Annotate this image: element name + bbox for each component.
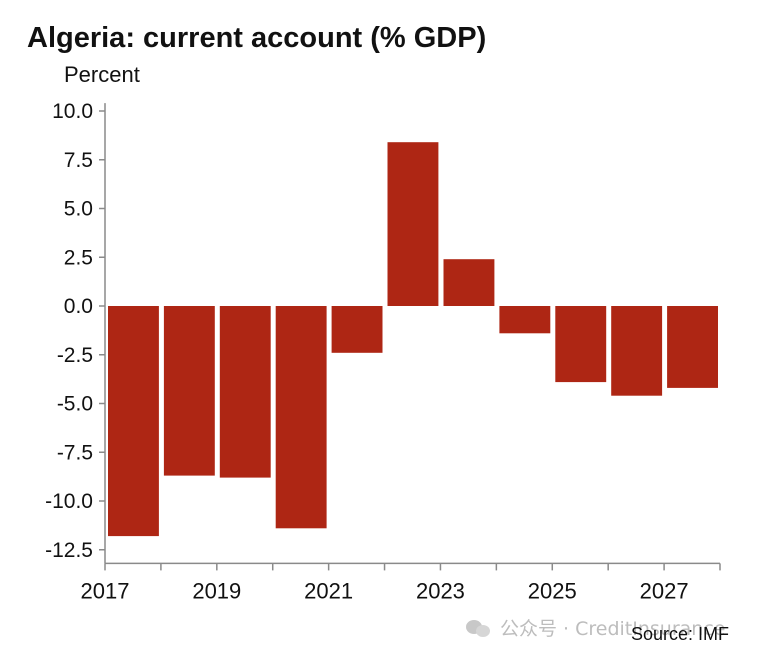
x-tick-label: 2017 [81,578,130,603]
bar-2018 [163,306,215,476]
bar-2025 [555,306,607,383]
x-tick-label: 2019 [192,578,241,603]
bar-2019 [219,306,271,478]
watermark: 公众号 · CreditInsurance [466,614,725,641]
y-tick-label: 7.5 [64,149,93,172]
bar-2026 [611,306,663,396]
y-tick-label: 10.0 [52,100,93,123]
y-tick-label: -5.0 [57,393,93,416]
bar-2020 [275,306,327,529]
source-note: Source: IMF [630,624,729,644]
bar-2027 [667,306,718,388]
bar-2022 [387,142,439,306]
y-tick-label: 0.0 [64,295,93,318]
y-tick-label: -2.5 [57,344,93,367]
bar-2021 [331,306,383,353]
y-tick-label: -7.5 [57,441,93,464]
x-tick-label: 2023 [416,578,465,603]
bar-2017 [108,306,159,537]
bar-2024 [499,306,551,334]
bar-2023 [443,259,495,306]
wechat-icon [466,618,492,638]
y-tick-label: -12.5 [45,539,93,562]
chart-title: Algeria: current account (% GDP) [27,22,487,54]
y-axis-label: Percent [64,62,140,87]
y-tick-label: 2.5 [64,246,93,269]
y-tick-label: -10.0 [45,490,93,513]
x-tick-label: 2021 [304,578,353,603]
x-tick-label: 2025 [528,578,577,603]
y-tick-label: 5.0 [64,198,93,221]
x-tick-label: 2027 [640,578,689,603]
watermark-text: 公众号 · CreditInsurance [500,618,726,640]
